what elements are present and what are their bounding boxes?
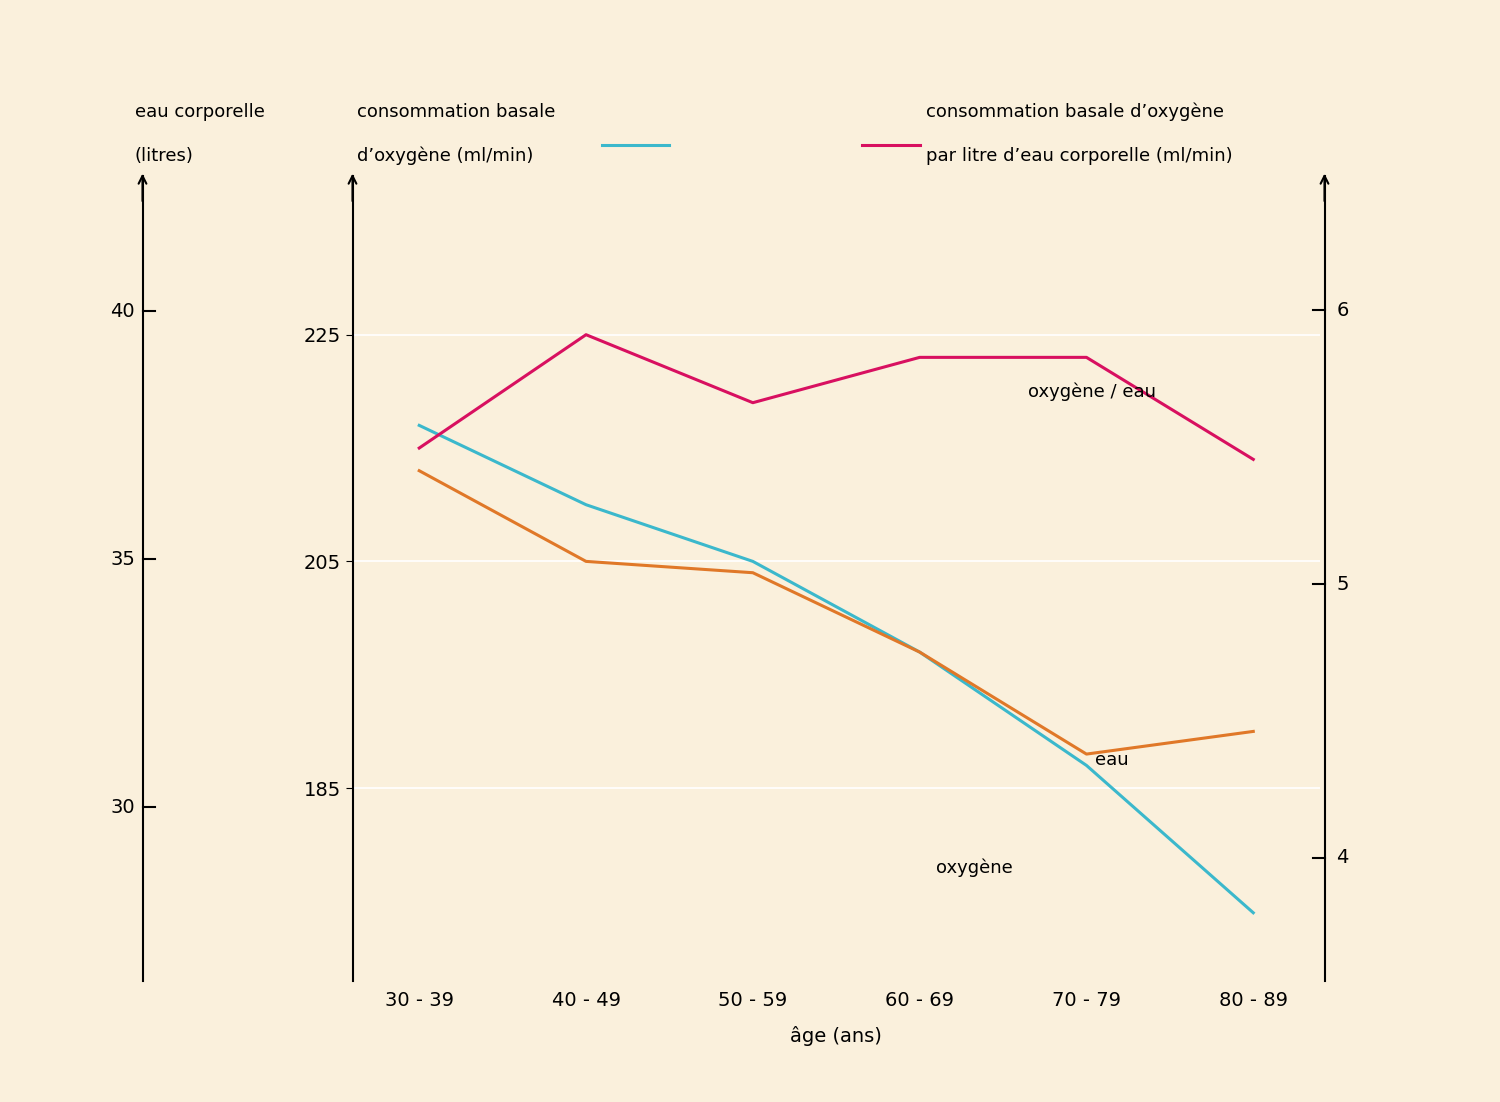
Text: eau corporelle: eau corporelle bbox=[135, 104, 266, 121]
Text: oxygène / eau: oxygène / eau bbox=[1028, 382, 1156, 401]
Text: 6: 6 bbox=[1336, 301, 1348, 320]
Text: consommation basale d’oxygène: consommation basale d’oxygène bbox=[926, 102, 1224, 121]
Text: d’oxygène (ml/min): d’oxygène (ml/min) bbox=[357, 147, 534, 165]
Text: oxygène: oxygène bbox=[936, 858, 1013, 877]
Text: 35: 35 bbox=[110, 550, 135, 569]
Text: 30: 30 bbox=[111, 798, 135, 817]
Text: 40: 40 bbox=[111, 302, 135, 321]
Text: eau: eau bbox=[1095, 750, 1128, 769]
Text: 5: 5 bbox=[1336, 574, 1348, 594]
Text: consommation basale: consommation basale bbox=[357, 104, 555, 121]
Text: (litres): (litres) bbox=[135, 148, 194, 165]
Text: par litre d’eau corporelle (ml/min): par litre d’eau corporelle (ml/min) bbox=[926, 148, 1232, 165]
Text: 4: 4 bbox=[1336, 849, 1348, 867]
X-axis label: âge (ans): âge (ans) bbox=[790, 1026, 882, 1046]
